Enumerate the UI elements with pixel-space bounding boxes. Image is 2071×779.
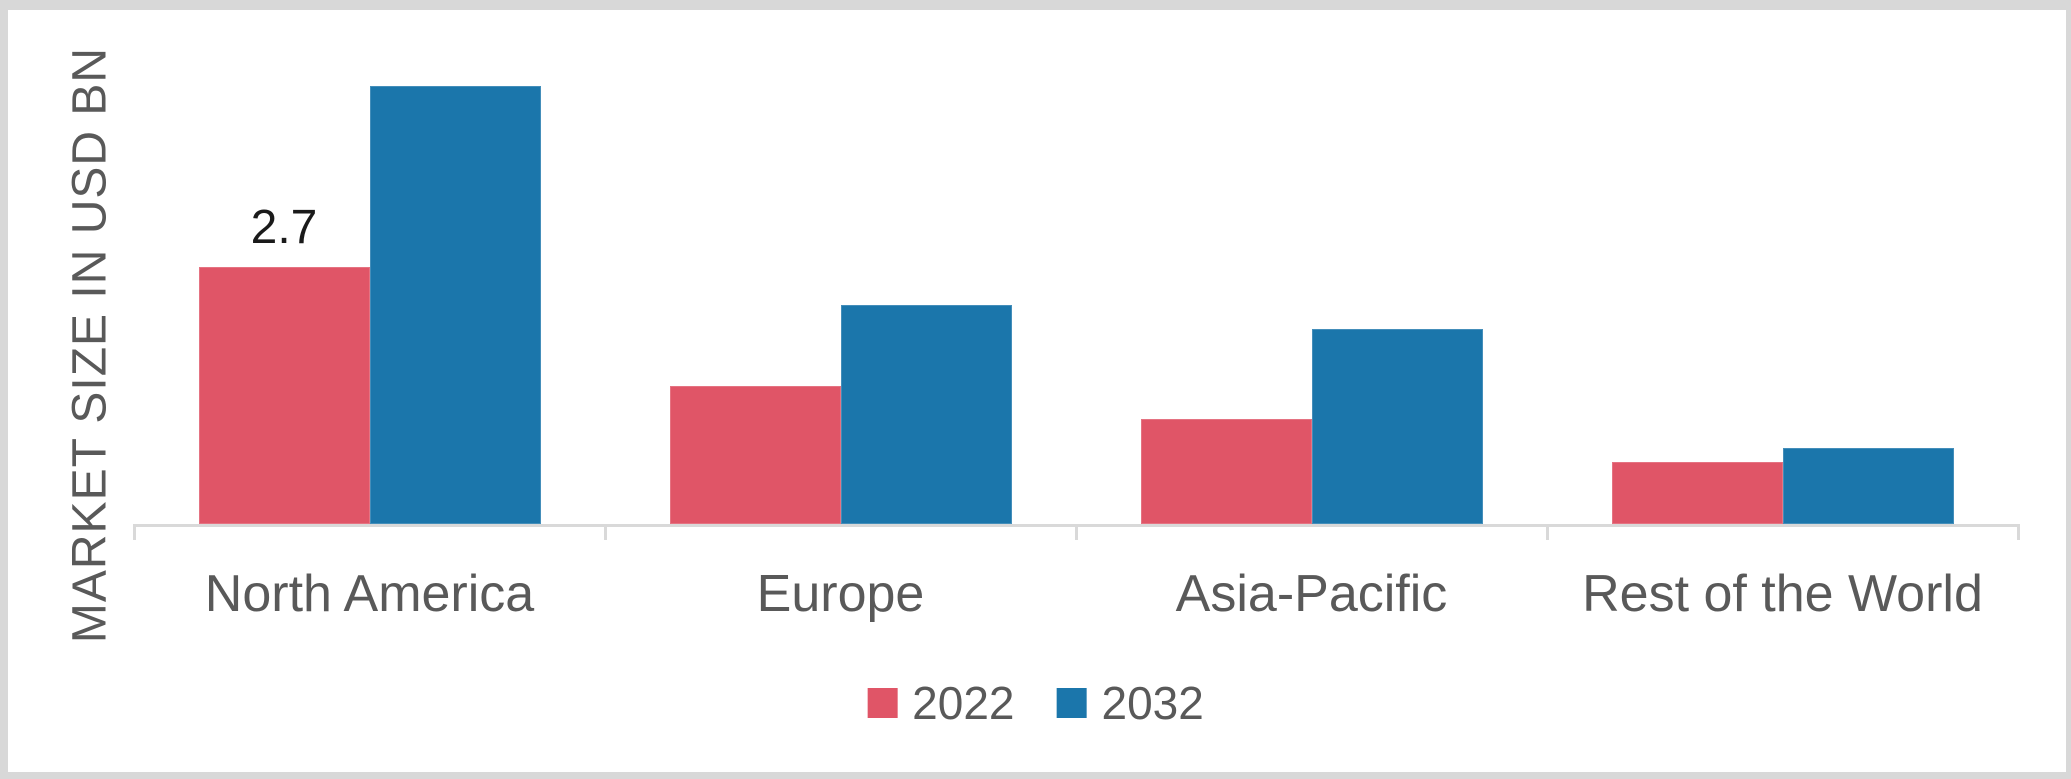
legend-swatch-2032-icon bbox=[1056, 688, 1087, 718]
x-axis-line bbox=[134, 524, 2018, 527]
bar-2022-europe bbox=[669, 386, 841, 524]
legend-item-2032: 2032 bbox=[1056, 677, 1204, 729]
legend-label-2022: 2022 bbox=[912, 677, 1015, 729]
x-axis-tick bbox=[603, 524, 607, 540]
legend-label-2032: 2032 bbox=[1101, 677, 1204, 729]
x-axis-tick bbox=[1074, 524, 1078, 540]
bar-2032-north-america bbox=[369, 86, 541, 524]
bar-2032-europe bbox=[840, 305, 1012, 524]
bar-2022-rest-of-the-world bbox=[1611, 462, 1783, 524]
bar-2022-asia-pacific bbox=[1140, 419, 1312, 524]
legend-swatch-2022-icon bbox=[867, 688, 898, 718]
category-label-asia-pacific: Asia-Pacific bbox=[1175, 565, 1448, 623]
bar-2032-rest-of-the-world bbox=[1782, 448, 1954, 524]
x-axis-tick bbox=[1545, 524, 1549, 540]
bar-2032-asia-pacific bbox=[1311, 329, 1483, 524]
x-axis-tick bbox=[132, 524, 136, 540]
legend: 2022 2032 bbox=[867, 680, 1204, 726]
x-axis-tick bbox=[2016, 524, 2020, 540]
legend-item-2022: 2022 bbox=[867, 677, 1015, 729]
category-label-europe: Europe bbox=[756, 565, 925, 623]
category-label-rest-of-world: Rest of the World bbox=[1582, 565, 1983, 623]
category-label-north-america: North America bbox=[204, 565, 535, 623]
bar-2022-north-america bbox=[198, 267, 370, 524]
bar-value-label: 2.7 bbox=[250, 201, 318, 254]
y-axis-title: MARKET SIZE IN USD BN bbox=[63, 46, 117, 644]
